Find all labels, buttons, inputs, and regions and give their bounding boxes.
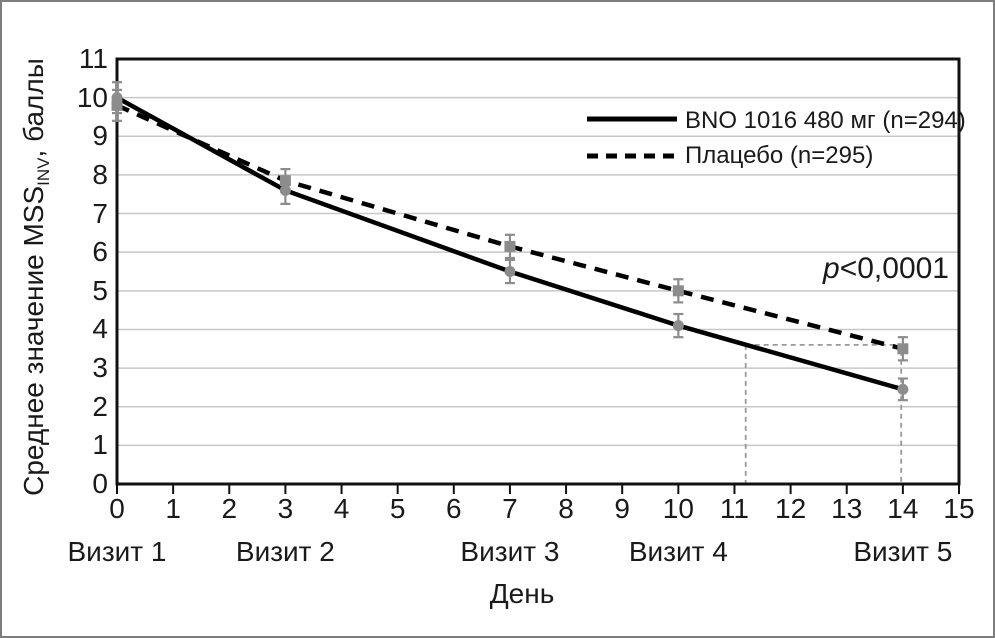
p-value-symbol: p (823, 252, 840, 285)
legend-label-bno: BNO 1016 480 мг (n=294) (685, 107, 966, 134)
visit-label: Визит 4 (628, 536, 728, 567)
y-tick-label: 10 (76, 81, 108, 113)
x-tick-label: 9 (614, 493, 630, 524)
p-value-text: <0,0001 (839, 252, 949, 285)
legend-dashed-line-sample (587, 153, 677, 159)
y-tick-label: 9 (92, 120, 108, 152)
y-tick-label: 11 (78, 43, 108, 74)
y-tick-label: 4 (92, 313, 108, 345)
legend-solid-line-sample (587, 116, 677, 122)
x-tick-label: 8 (558, 493, 574, 524)
x-tick-label: 5 (389, 493, 406, 524)
y-axis-label-tail: , баллы (18, 58, 49, 158)
x-tick-label: 0 (109, 493, 125, 524)
y-axis-label: Среднее значение MSSINV, баллы (17, 57, 53, 497)
x-tick-label: 7 (502, 493, 518, 524)
x-tick-label: 1 (165, 493, 181, 524)
y-tick-label: 0 (92, 468, 108, 499)
x-tick-label: 6 (446, 493, 462, 524)
y-tick-label: 8 (92, 158, 108, 190)
x-tick-label: 14 (887, 493, 919, 524)
y-tick-label: 1 (92, 429, 108, 461)
x-tick-label: 11 (719, 493, 749, 524)
legend-label-placebo: Плацебо (n=295) (685, 142, 874, 169)
y-axis-label-main: Среднее значение MSS (18, 185, 49, 496)
x-tick-label: 3 (277, 493, 294, 524)
x-tick-label: 4 (333, 493, 350, 524)
visit-label: Визит 5 (853, 536, 953, 567)
x-tick-label: 2 (221, 493, 238, 524)
y-tick-label: 6 (92, 236, 108, 268)
x-tick-label: 10 (662, 493, 694, 524)
visit-label: Визит 3 (460, 536, 560, 567)
visit-label: Визит 1 (67, 536, 167, 567)
visit-label: Визит 2 (235, 536, 335, 567)
y-tick-label: 7 (92, 197, 108, 229)
y-tick-label: 2 (92, 390, 108, 422)
p-value-annotation: p<0,0001 (749, 252, 949, 286)
x-tick-label: 13 (831, 493, 863, 524)
y-tick-label: 3 (92, 352, 108, 384)
x-tick-label: 12 (775, 493, 807, 524)
y-tick-label: 5 (92, 274, 108, 306)
x-tick-label: 15 (943, 493, 975, 524)
x-axis-label: День (489, 578, 555, 609)
